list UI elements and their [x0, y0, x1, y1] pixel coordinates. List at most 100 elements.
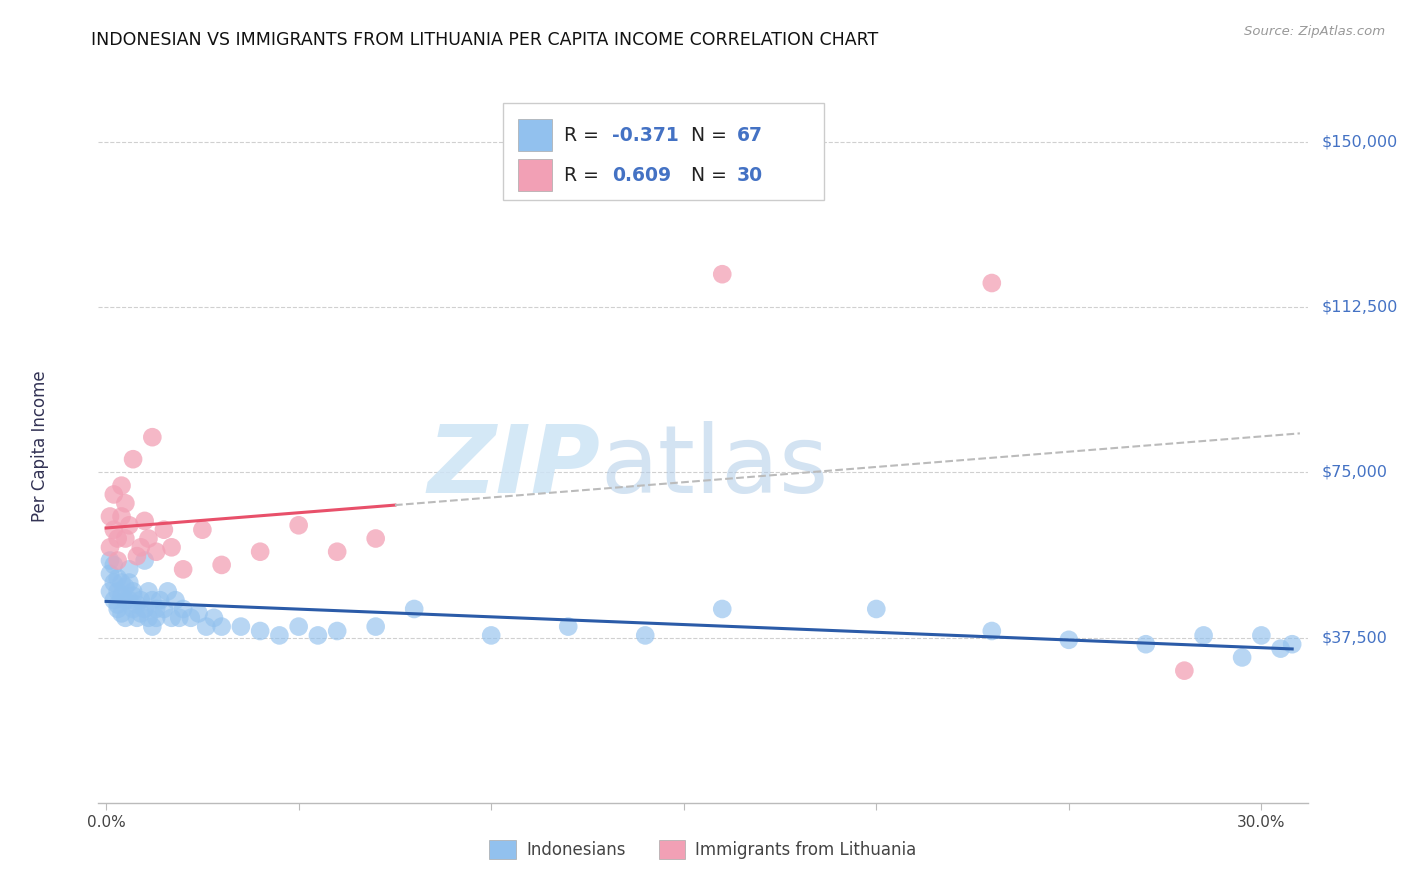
- Point: [107, 584, 129, 599]
- Point: [103, 593, 125, 607]
- FancyBboxPatch shape: [517, 159, 553, 191]
- Point: [211, 619, 233, 633]
- Point: [1057, 632, 1080, 647]
- Point: [287, 518, 309, 533]
- Point: [125, 611, 148, 625]
- Point: [125, 598, 148, 612]
- Point: [287, 619, 309, 633]
- Point: [1250, 628, 1272, 642]
- Point: [229, 619, 252, 633]
- Point: [122, 584, 145, 599]
- Point: [1281, 637, 1303, 651]
- Point: [114, 593, 136, 607]
- Point: [326, 545, 349, 559]
- Point: [160, 611, 183, 625]
- Point: [114, 611, 136, 625]
- Point: [107, 571, 129, 585]
- Point: [110, 607, 132, 621]
- Point: [129, 607, 152, 621]
- Point: [103, 558, 125, 572]
- Text: $37,500: $37,500: [1322, 630, 1388, 645]
- FancyBboxPatch shape: [503, 103, 824, 200]
- Text: Source: ZipAtlas.com: Source: ZipAtlas.com: [1244, 25, 1385, 38]
- Point: [125, 549, 148, 563]
- Point: [865, 602, 887, 616]
- Point: [160, 541, 183, 555]
- Point: [141, 430, 163, 444]
- Point: [249, 624, 271, 638]
- Point: [269, 628, 291, 642]
- Text: Per Capita Income: Per Capita Income: [31, 370, 49, 522]
- Point: [1270, 641, 1292, 656]
- Text: 30: 30: [737, 166, 763, 185]
- Point: [153, 602, 176, 616]
- Text: R =: R =: [564, 126, 605, 145]
- Point: [195, 619, 218, 633]
- Point: [153, 523, 176, 537]
- Point: [145, 545, 167, 559]
- Point: [107, 532, 129, 546]
- Text: N =: N =: [679, 126, 733, 145]
- Point: [98, 509, 121, 524]
- Text: $75,000: $75,000: [1322, 465, 1388, 480]
- Point: [98, 541, 121, 555]
- Point: [138, 584, 160, 599]
- Point: [307, 628, 329, 642]
- Text: INDONESIAN VS IMMIGRANTS FROM LITHUANIA PER CAPITA INCOME CORRELATION CHART: INDONESIAN VS IMMIGRANTS FROM LITHUANIA …: [91, 31, 879, 49]
- Text: 67: 67: [737, 126, 763, 145]
- Point: [110, 478, 132, 492]
- Point: [138, 532, 160, 546]
- Legend: Indonesians, Immigrants from Lithuania: Indonesians, Immigrants from Lithuania: [482, 834, 924, 866]
- Point: [114, 532, 136, 546]
- Point: [202, 611, 225, 625]
- Point: [103, 575, 125, 590]
- Text: ZIP: ZIP: [427, 421, 600, 514]
- Point: [122, 602, 145, 616]
- Point: [980, 276, 1002, 290]
- Point: [129, 593, 152, 607]
- Point: [110, 575, 132, 590]
- Text: $150,000: $150,000: [1322, 135, 1399, 150]
- Point: [103, 487, 125, 501]
- Point: [404, 602, 426, 616]
- Point: [711, 267, 734, 281]
- Point: [145, 602, 167, 616]
- Text: 0.609: 0.609: [613, 166, 672, 185]
- Point: [103, 523, 125, 537]
- Text: R =: R =: [564, 166, 605, 185]
- Point: [110, 589, 132, 603]
- Point: [169, 611, 191, 625]
- Text: -0.371: -0.371: [613, 126, 679, 145]
- Point: [118, 575, 141, 590]
- Point: [165, 593, 187, 607]
- Point: [114, 496, 136, 510]
- Point: [122, 589, 145, 603]
- Point: [1173, 664, 1195, 678]
- Point: [107, 598, 129, 612]
- FancyBboxPatch shape: [517, 120, 553, 152]
- Point: [364, 532, 387, 546]
- Point: [1135, 637, 1157, 651]
- Point: [98, 566, 121, 581]
- Point: [134, 553, 156, 567]
- Point: [98, 584, 121, 599]
- Point: [634, 628, 657, 642]
- Point: [98, 553, 121, 567]
- Point: [118, 593, 141, 607]
- Point: [557, 619, 579, 633]
- Point: [180, 611, 202, 625]
- Point: [138, 611, 160, 625]
- Point: [249, 545, 271, 559]
- Point: [1192, 628, 1215, 642]
- Point: [191, 523, 214, 537]
- Point: [118, 518, 141, 533]
- Point: [711, 602, 734, 616]
- Point: [134, 602, 156, 616]
- Text: N =: N =: [679, 166, 733, 185]
- Text: atlas: atlas: [600, 421, 828, 514]
- Text: $112,500: $112,500: [1322, 300, 1399, 315]
- Point: [141, 619, 163, 633]
- Point: [479, 628, 502, 642]
- Point: [141, 593, 163, 607]
- Point: [107, 553, 129, 567]
